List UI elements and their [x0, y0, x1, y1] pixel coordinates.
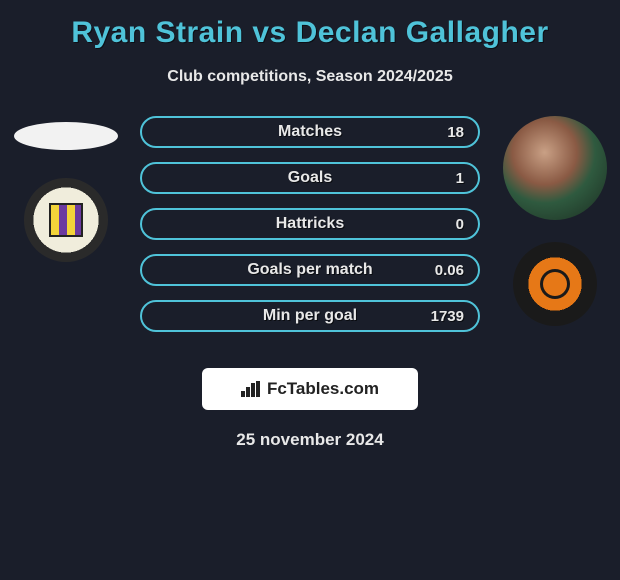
comparison-chart: Matches 18 Goals 1 Hattricks 0 Goals per… [0, 116, 620, 356]
stat-row: Hattricks 0 [140, 208, 480, 240]
stmirren-shield-icon [49, 203, 83, 237]
right-player-column [497, 116, 612, 326]
stat-row: Matches 18 [140, 116, 480, 148]
stat-value-right: 1739 [431, 308, 464, 325]
stat-label: Goals [288, 169, 332, 187]
dundee-crest-icon [540, 269, 570, 299]
right-club-badge [513, 242, 597, 326]
stat-label: Goals per match [247, 261, 372, 279]
stat-value-right: 0 [456, 216, 464, 233]
source-label: FcTables.com [267, 379, 379, 399]
source-badge: FcTables.com [202, 368, 418, 410]
stat-label: Matches [278, 123, 342, 141]
stat-row: Min per goal 1739 [140, 300, 480, 332]
stat-value-right: 1 [456, 170, 464, 187]
stat-value-right: 0.06 [435, 262, 464, 279]
date-label: 25 november 2024 [0, 430, 620, 450]
right-player-photo [503, 116, 607, 220]
stat-bars: Matches 18 Goals 1 Hattricks 0 Goals per… [140, 116, 480, 346]
page-title: Ryan Strain vs Declan Gallagher [0, 16, 620, 50]
left-player-column [8, 116, 123, 262]
stat-value-right: 18 [447, 124, 464, 141]
page-subtitle: Club competitions, Season 2024/2025 [0, 68, 620, 86]
bar-chart-icon [241, 381, 261, 397]
left-player-placeholder [14, 122, 118, 150]
infographic-container: Ryan Strain vs Declan Gallagher Club com… [0, 0, 620, 450]
stat-row: Goals per match 0.06 [140, 254, 480, 286]
left-club-badge [24, 178, 108, 262]
stat-label: Min per goal [263, 307, 357, 325]
stat-label: Hattricks [276, 215, 344, 233]
stat-row: Goals 1 [140, 162, 480, 194]
